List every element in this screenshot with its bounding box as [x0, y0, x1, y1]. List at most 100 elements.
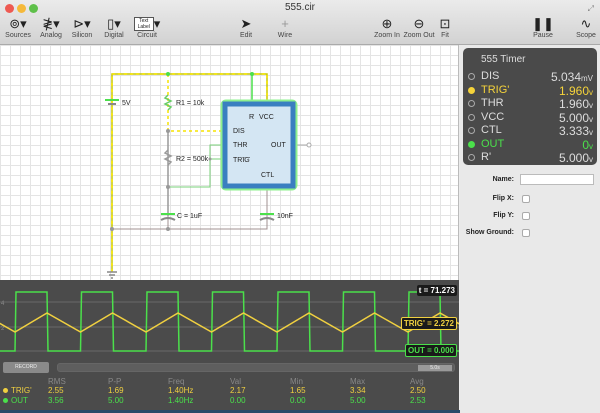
- resistor-r1[interactable]: [163, 94, 173, 111]
- probe-row-thr[interactable]: THR 1.960v: [467, 97, 593, 111]
- probe-value-number: 3.333: [558, 124, 589, 138]
- stat-value: 1.65: [290, 386, 306, 395]
- stat-series-out[interactable]: OUT: [3, 396, 28, 405]
- stat-value: 2.55: [48, 386, 64, 395]
- stat-header: P-P: [108, 377, 122, 386]
- pin-trig: TRIG: [233, 157, 250, 164]
- fullscreen-icon[interactable]: ⤢: [587, 4, 594, 13]
- stat-value: 1.40Hz: [168, 386, 194, 395]
- zoom-out-button[interactable]: ⊖ Zoom Out: [399, 16, 439, 39]
- stat-value: 2.50: [410, 386, 426, 395]
- probe-value-unit: v: [589, 155, 593, 164]
- trig-readout: TRIG' = 2.272: [400, 317, 457, 330]
- minimize-button[interactable]: [17, 4, 26, 13]
- zoom-in-button[interactable]: ⊕ Zoom In: [367, 16, 407, 39]
- stat-series-trig[interactable]: TRIG': [3, 386, 32, 395]
- probe-select-dot[interactable]: [468, 86, 475, 94]
- probe-value: 1.960v: [559, 84, 593, 98]
- chip-selection-glow: [220, 99, 298, 191]
- probe-row-r[interactable]: R' 5.000v: [467, 151, 593, 165]
- axis-label-2: 2: [1, 326, 5, 332]
- probe-value-unit: v: [589, 128, 593, 137]
- wire-ground[interactable]: [112, 187, 268, 230]
- probe-select-dot[interactable]: [468, 73, 475, 80]
- probe-value-number: 1.960: [558, 97, 589, 111]
- stat-value: 0.00: [230, 396, 246, 405]
- flip-x-checkbox[interactable]: [522, 195, 530, 203]
- circuit-canvas[interactable]: 5V R1 = 10k R2 = 500k C = 1uF 10nF R VCC…: [0, 45, 459, 280]
- probe-row-trig[interactable]: TRIG' 1.960v: [467, 84, 593, 98]
- stat-value: 0.00: [290, 396, 306, 405]
- probe-value-number: 5.034: [550, 70, 581, 84]
- name-input[interactable]: [520, 174, 594, 185]
- sources-button[interactable]: ⊚▾ Sources: [0, 16, 38, 39]
- time-readout: t = 71.273: [416, 285, 457, 296]
- probe-name: VCC: [481, 110, 505, 123]
- pause-icon: ❚❚: [532, 16, 554, 31]
- pin-vcc: VCC: [259, 114, 274, 121]
- pin-out: OUT: [271, 142, 287, 149]
- probe-row-dis[interactable]: DIS 5.034mV: [467, 70, 593, 84]
- pause-button[interactable]: ❚❚ Pause: [523, 16, 563, 39]
- wire-thr[interactable]: [168, 144, 224, 188]
- trig-waveform: [0, 312, 459, 333]
- record-button[interactable]: RECORD: [3, 362, 49, 373]
- probe-name: R': [481, 151, 492, 163]
- show-ground-checkbox[interactable]: [522, 229, 530, 237]
- name-label: Name:: [492, 176, 514, 183]
- edit-button[interactable]: ➤ Edit: [226, 16, 266, 39]
- zoom-button[interactable]: [29, 4, 38, 13]
- pin-ctl: CTL: [261, 172, 274, 179]
- probe-select-dot[interactable]: [468, 140, 475, 148]
- wire-button[interactable]: + Wire: [265, 16, 305, 39]
- probe-readout: 555 Timer DIS 5.034mV TRIG' 1.960v THR 1.960v…: [463, 48, 597, 165]
- window-title: 555.cir: [284, 2, 315, 13]
- fit-icon: ⊡: [439, 16, 451, 31]
- node: [166, 185, 170, 189]
- series-name: OUT: [11, 396, 28, 405]
- stat-header: Avg: [410, 377, 424, 386]
- scope-plot[interactable]: 4 2: [0, 280, 459, 360]
- silicon-button[interactable]: ⊳▾ Silicon: [62, 16, 102, 39]
- pointer-icon: ➤: [240, 16, 252, 31]
- probe-value-unit: v: [589, 87, 593, 97]
- digital-button[interactable]: ▯▾ Digital: [94, 16, 134, 39]
- label-r1: R1 = 10k: [176, 100, 205, 107]
- probe-row-ctl[interactable]: CTL 3.333v: [467, 124, 593, 138]
- out-terminal[interactable]: [306, 142, 312, 148]
- text-label-icon: Text Label ▾: [127, 16, 167, 32]
- probe-name: OUT: [481, 137, 505, 150]
- probe-row-vcc[interactable]: VCC 5.000v: [467, 110, 593, 125]
- probe-select-dot[interactable]: [468, 113, 475, 121]
- circuit-button[interactable]: Text Label ▾ Circuit: [127, 16, 167, 39]
- node: [208, 157, 212, 161]
- ac-source-icon: ⊚▾: [9, 16, 27, 31]
- diode-icon: ⊳▾: [73, 16, 91, 31]
- probe-row-out[interactable]: OUT 0v: [467, 137, 593, 152]
- probe-select-dot[interactable]: [468, 100, 475, 107]
- close-button[interactable]: [5, 4, 14, 13]
- label-10nf: 10nF: [277, 213, 293, 220]
- probe-select-dot[interactable]: [468, 154, 475, 161]
- probe-title: 555 Timer: [481, 54, 526, 65]
- probe-name: CTL: [481, 124, 502, 136]
- resistor-r2[interactable]: [163, 149, 173, 166]
- probe-select-dot[interactable]: [468, 127, 475, 134]
- time-scrubber[interactable]: 5.0s: [57, 363, 455, 372]
- stat-header: Min: [290, 377, 303, 386]
- fit-button[interactable]: ⊡ Fit: [425, 16, 465, 39]
- scope-button[interactable]: ∿ Scope: [566, 16, 600, 39]
- chip-icon: ▯▾: [107, 16, 121, 31]
- stat-value: 1.69: [108, 386, 124, 395]
- flip-y-checkbox[interactable]: [522, 212, 530, 220]
- probe-value: 5.034mV: [551, 70, 593, 84]
- analog-button[interactable]: ≹▾ Analog: [31, 16, 71, 39]
- stat-header: RMS: [48, 377, 66, 386]
- show-ground-label: Show Ground:: [465, 229, 514, 236]
- circuit-schematic[interactable]: 5V R1 = 10k R2 = 500k C = 1uF 10nF R VCC…: [0, 45, 459, 280]
- series-dot-icon: [3, 388, 8, 393]
- time-window-label[interactable]: 5.0s: [418, 365, 452, 371]
- stat-value: 2.17: [230, 386, 246, 395]
- 555-timer-chip[interactable]: [222, 101, 296, 189]
- oscilloscope[interactable]: 4 2 t = 71.273 TRIG' = 2.272 OUT = 0.000: [0, 280, 459, 360]
